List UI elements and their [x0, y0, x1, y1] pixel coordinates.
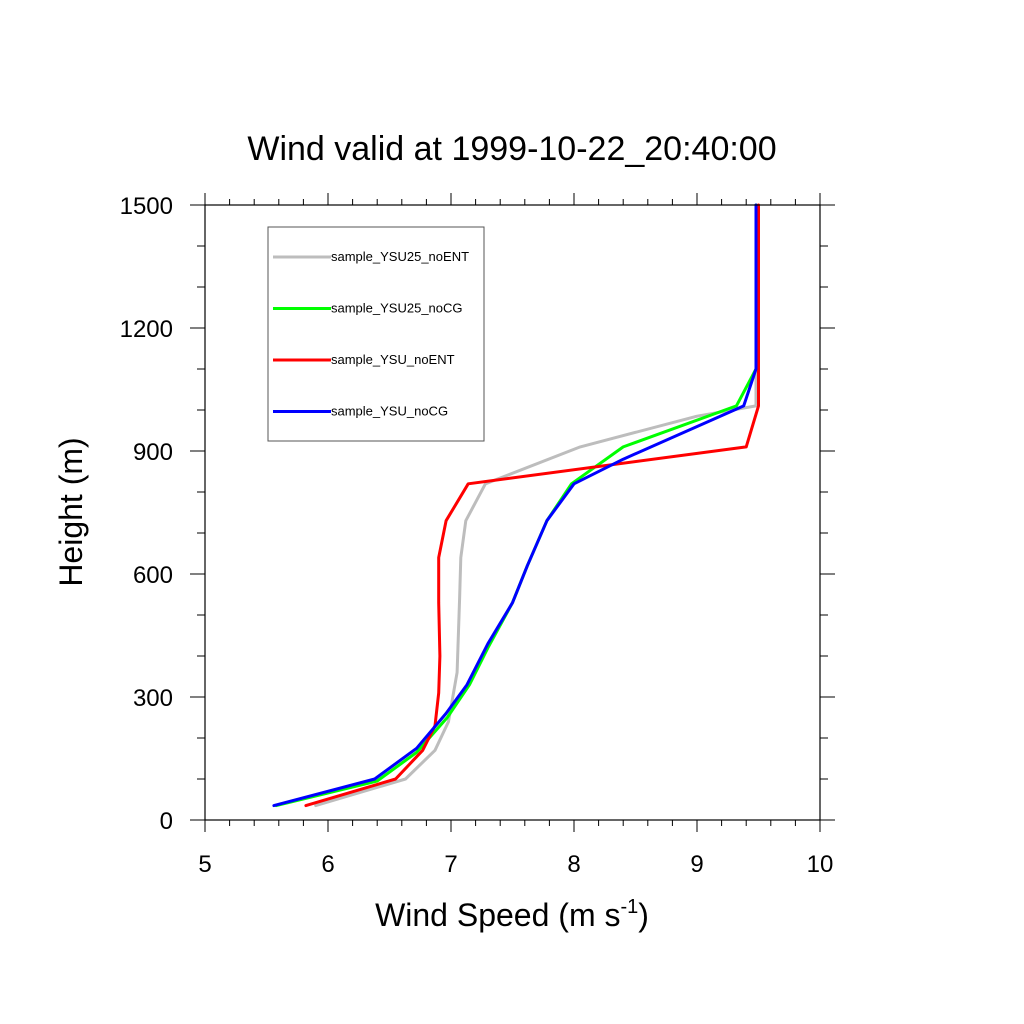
legend-label: sample_YSU_noCG: [331, 404, 448, 419]
x-tick-label: 8: [567, 851, 580, 878]
legend-label: sample_YSU_noENT: [331, 352, 455, 367]
x-axis-label: Wind Speed (m s-1): [375, 896, 649, 933]
chart-title: Wind valid at 1999-10-22_20:40:00: [247, 130, 776, 168]
x-tick-label: 6: [321, 851, 334, 878]
series-line-3: [304, 203, 760, 808]
y-tick-label: 300: [133, 685, 173, 712]
plot-area: 5 6 7 8 9 10 0 300 600 900 1200 1500: [120, 193, 835, 878]
legend-label: sample_YSU25_noCG: [331, 301, 463, 316]
legend-box: [267, 226, 485, 442]
y-tick-label: 900: [133, 439, 173, 466]
y-tick-label: 0: [160, 808, 173, 835]
y-tick-label: 600: [133, 562, 173, 589]
x-tick-label: 7: [444, 851, 457, 878]
legend: sample_YSU25_noENT sample_YSU25_noCGsampl…: [267, 226, 485, 442]
y-tick-label: 1200: [120, 316, 173, 343]
x-tick-label: 10: [807, 851, 834, 878]
plot-frame: [204, 204, 821, 821]
x-tick-label: 5: [198, 851, 211, 878]
x-tick-label: 9: [690, 851, 703, 878]
y-tick-label: 1500: [120, 193, 173, 220]
y-axis-label: Height (m): [53, 437, 89, 586]
legend-label: sample_YSU25_noENT: [331, 249, 469, 264]
series-line-1: [314, 203, 758, 808]
series-line-4: [272, 203, 758, 808]
